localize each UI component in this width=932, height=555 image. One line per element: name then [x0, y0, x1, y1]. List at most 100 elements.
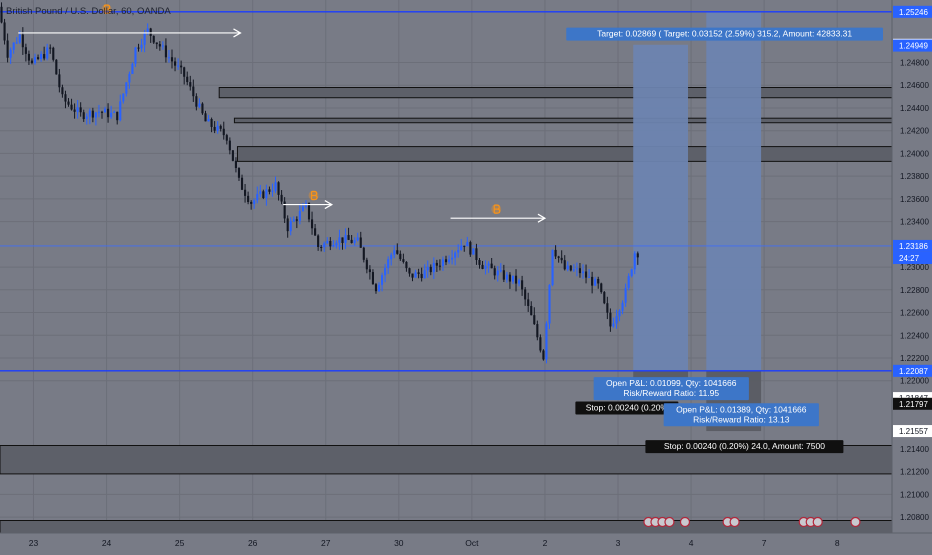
candle-up	[466, 242, 469, 246]
candle-up	[323, 243, 326, 248]
candle-up	[460, 245, 463, 251]
candle-up	[289, 221, 292, 232]
candle-up	[326, 240, 329, 244]
candle-up	[551, 249, 554, 285]
candle-up	[15, 42, 18, 44]
candle-up	[131, 63, 134, 74]
candle-up	[377, 284, 381, 292]
candle-layer	[0, 2, 639, 364]
time-axis[interactable]: 23 24 25 26 27 30 Oct 2 3 4 7 8	[0, 532, 932, 550]
candle-down	[295, 219, 298, 221]
candle-down	[244, 189, 247, 196]
event-marker-icon[interactable]	[850, 516, 861, 528]
time-tick-label: 27	[321, 538, 331, 548]
candle-down	[234, 160, 238, 168]
candle-down	[591, 276, 594, 286]
candle-up	[390, 254, 393, 260]
candle-down	[402, 259, 405, 262]
candle-down	[429, 266, 432, 273]
candle-up	[353, 240, 356, 244]
price-axis[interactable]: 1.24800 1.24600 1.24400 1.24200 1.24000 1.238…	[891, 0, 932, 533]
candle-down	[584, 271, 588, 278]
candle-up	[618, 310, 621, 317]
position-label-box	[663, 403, 819, 427]
candle-up	[472, 248, 475, 255]
arrow-head-icon	[233, 28, 242, 38]
price-tick-label: 1.21000	[900, 490, 929, 499]
event-marker-dot	[850, 516, 861, 528]
candle-up	[426, 266, 429, 271]
candle-down	[24, 47, 27, 54]
time-tick-label: 25	[175, 538, 185, 548]
candle-up	[259, 191, 262, 195]
candle-up	[496, 270, 499, 276]
time-tick-label: 8	[835, 538, 840, 548]
candle-up	[207, 119, 210, 122]
candle-up	[9, 49, 12, 58]
event-marker-icon[interactable]	[798, 516, 823, 528]
time-tick-label: 7	[762, 538, 767, 548]
marker-glyph	[310, 190, 318, 201]
candle-down	[606, 303, 609, 313]
candle-up	[18, 34, 21, 43]
candle-down	[164, 45, 167, 58]
time-tick-label: 4	[689, 538, 694, 548]
candle-up	[216, 125, 219, 131]
event-marker-dot	[664, 516, 675, 528]
price-label-text: 1.23186	[899, 242, 928, 251]
candle-up	[624, 287, 627, 303]
candle-up	[344, 235, 347, 244]
candle-down	[240, 177, 244, 190]
candle-up	[545, 323, 548, 360]
event-marker-icon[interactable]	[679, 516, 691, 528]
price-tick-label: 1.21400	[900, 445, 929, 454]
candle-down	[481, 264, 484, 269]
bitcoin-marker-icon	[491, 204, 502, 215]
candle-up	[167, 57, 171, 59]
candle-down	[609, 312, 612, 327]
candle-down	[463, 245, 466, 247]
time-tick-label: Oct	[465, 538, 479, 548]
candle-up	[384, 268, 387, 276]
candle-up	[94, 112, 97, 118]
candle-up	[146, 28, 149, 33]
time-tick-label: 26	[248, 538, 258, 548]
event-marker-dot	[812, 516, 823, 528]
candle-down	[192, 86, 195, 97]
candle-down	[204, 113, 207, 122]
candle-up	[387, 259, 390, 269]
bitcoin-marker-icon	[308, 190, 319, 201]
candle-up	[338, 237, 341, 243]
price-label-box	[893, 5, 932, 18]
event-marker-icon[interactable]	[722, 516, 740, 528]
price-label-box	[893, 39, 932, 52]
candle-down	[420, 273, 423, 279]
candle-up	[414, 272, 417, 278]
candle-down	[371, 272, 375, 285]
candle-up	[198, 103, 201, 107]
position-label-text: Risk/Reward Ratio: 11.95	[623, 388, 719, 398]
time-tick-label: 23	[29, 538, 39, 548]
candle-up	[265, 189, 268, 198]
candle-down	[435, 262, 438, 266]
event-marker-icon[interactable]	[643, 516, 675, 528]
candle-down	[79, 107, 82, 113]
event-marker-layer[interactable]	[643, 516, 861, 528]
candle-up	[594, 278, 597, 286]
position-label-text: Open P&L: 0.01389, Qty: 1041666	[676, 404, 807, 414]
position-label-text: Open P&L: 0.01099, Qty: 1041666	[606, 378, 737, 388]
candle-down	[67, 101, 70, 105]
candle-down	[173, 61, 177, 66]
candle-down	[444, 259, 448, 263]
candle-down	[347, 235, 350, 240]
position-label-text: Stop: 0.00240 (0.20%) 24.0, Amount: 7500	[664, 441, 825, 451]
price-tick-label: 1.22600	[900, 309, 929, 318]
price-label-box	[893, 251, 932, 264]
target-zone	[633, 44, 689, 371]
candle-up	[103, 108, 107, 113]
candle-down	[70, 104, 73, 110]
candle-down	[359, 237, 362, 248]
candle-down	[158, 44, 161, 47]
candle-down	[490, 263, 493, 269]
